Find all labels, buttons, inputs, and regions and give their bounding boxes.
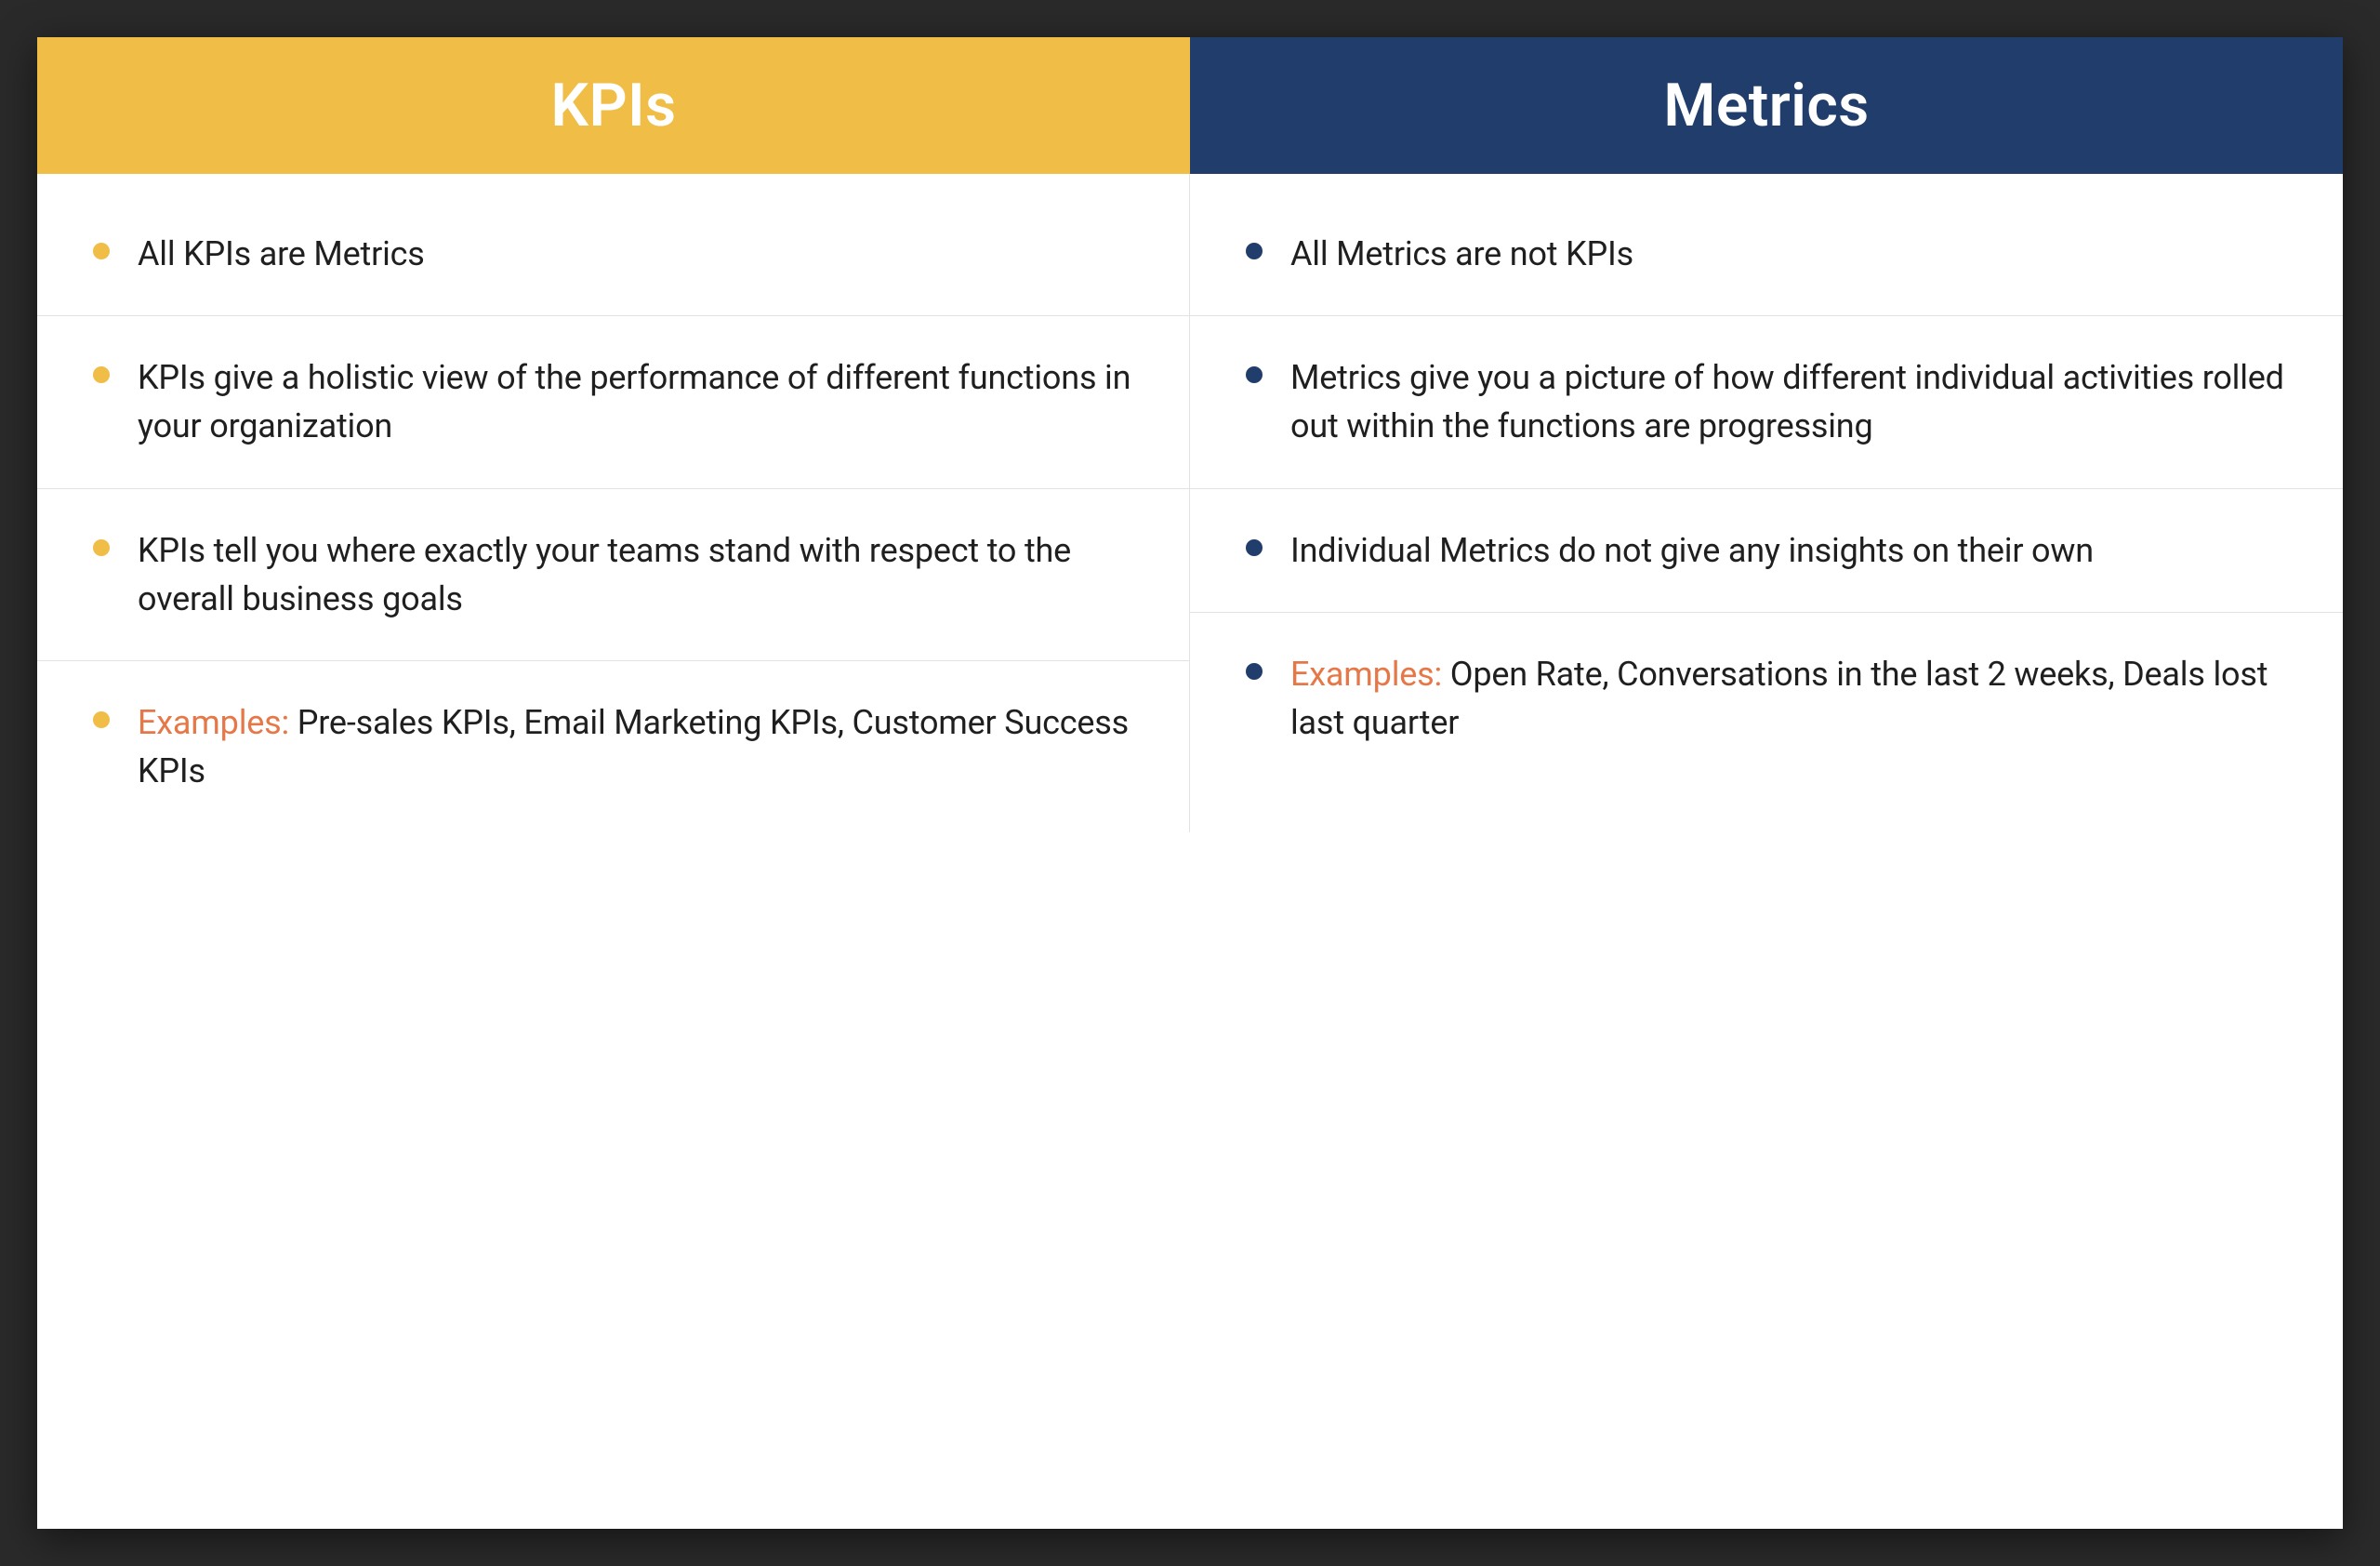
table-row: KPIs tell you where exactly your teams s…	[37, 489, 1189, 661]
table-row: All KPIs are Metrics	[37, 174, 1189, 316]
column-header-metrics: Metrics	[1190, 37, 2343, 174]
bullet-icon	[93, 711, 110, 728]
comparison-table: KPIs Metrics All KPIs are Metrics KPIs g…	[37, 37, 2343, 1529]
bullet-icon	[1246, 243, 1263, 259]
table-row: Examples: Pre-sales KPIs, Email Marketin…	[37, 661, 1189, 832]
table-body: All KPIs are Metrics KPIs give a holisti…	[37, 174, 2343, 832]
cell-text: Metrics give you a picture of how differ…	[1290, 353, 2287, 450]
column-kpis: All KPIs are Metrics KPIs give a holisti…	[37, 174, 1190, 832]
column-metrics: All Metrics are not KPIs Metrics give yo…	[1190, 174, 2343, 832]
cell-text: KPIs give a holistic view of the perform…	[138, 353, 1133, 450]
column-title: Metrics	[1663, 71, 1869, 140]
bullet-icon	[1246, 663, 1263, 680]
cell-text: Examples: Pre-sales KPIs, Email Marketin…	[138, 698, 1133, 795]
table-row: All Metrics are not KPIs	[1190, 174, 2343, 316]
cell-text: Individual Metrics do not give any insig…	[1290, 526, 2094, 575]
table-row: Metrics give you a picture of how differ…	[1190, 316, 2343, 488]
column-header-kpis: KPIs	[37, 37, 1190, 174]
cell-text: KPIs tell you where exactly your teams s…	[138, 526, 1133, 623]
bullet-icon	[93, 539, 110, 556]
cell-text: Examples: Open Rate, Conversations in th…	[1290, 650, 2287, 747]
page-background: KPIs Metrics All KPIs are Metrics KPIs g…	[0, 0, 2380, 1566]
examples-label: Examples:	[138, 703, 289, 742]
bullet-icon	[1246, 366, 1263, 383]
examples-label: Examples:	[1290, 655, 1442, 694]
bullet-icon	[93, 366, 110, 383]
table-header-row: KPIs Metrics	[37, 37, 2343, 174]
table-row: Examples: Open Rate, Conversations in th…	[1190, 613, 2343, 784]
column-title: KPIs	[551, 71, 677, 140]
table-row: Individual Metrics do not give any insig…	[1190, 489, 2343, 613]
table-row: KPIs give a holistic view of the perform…	[37, 316, 1189, 488]
bullet-icon	[93, 243, 110, 259]
cell-text: All KPIs are Metrics	[138, 230, 425, 278]
bullet-icon	[1246, 539, 1263, 556]
cell-text: All Metrics are not KPIs	[1290, 230, 1633, 278]
